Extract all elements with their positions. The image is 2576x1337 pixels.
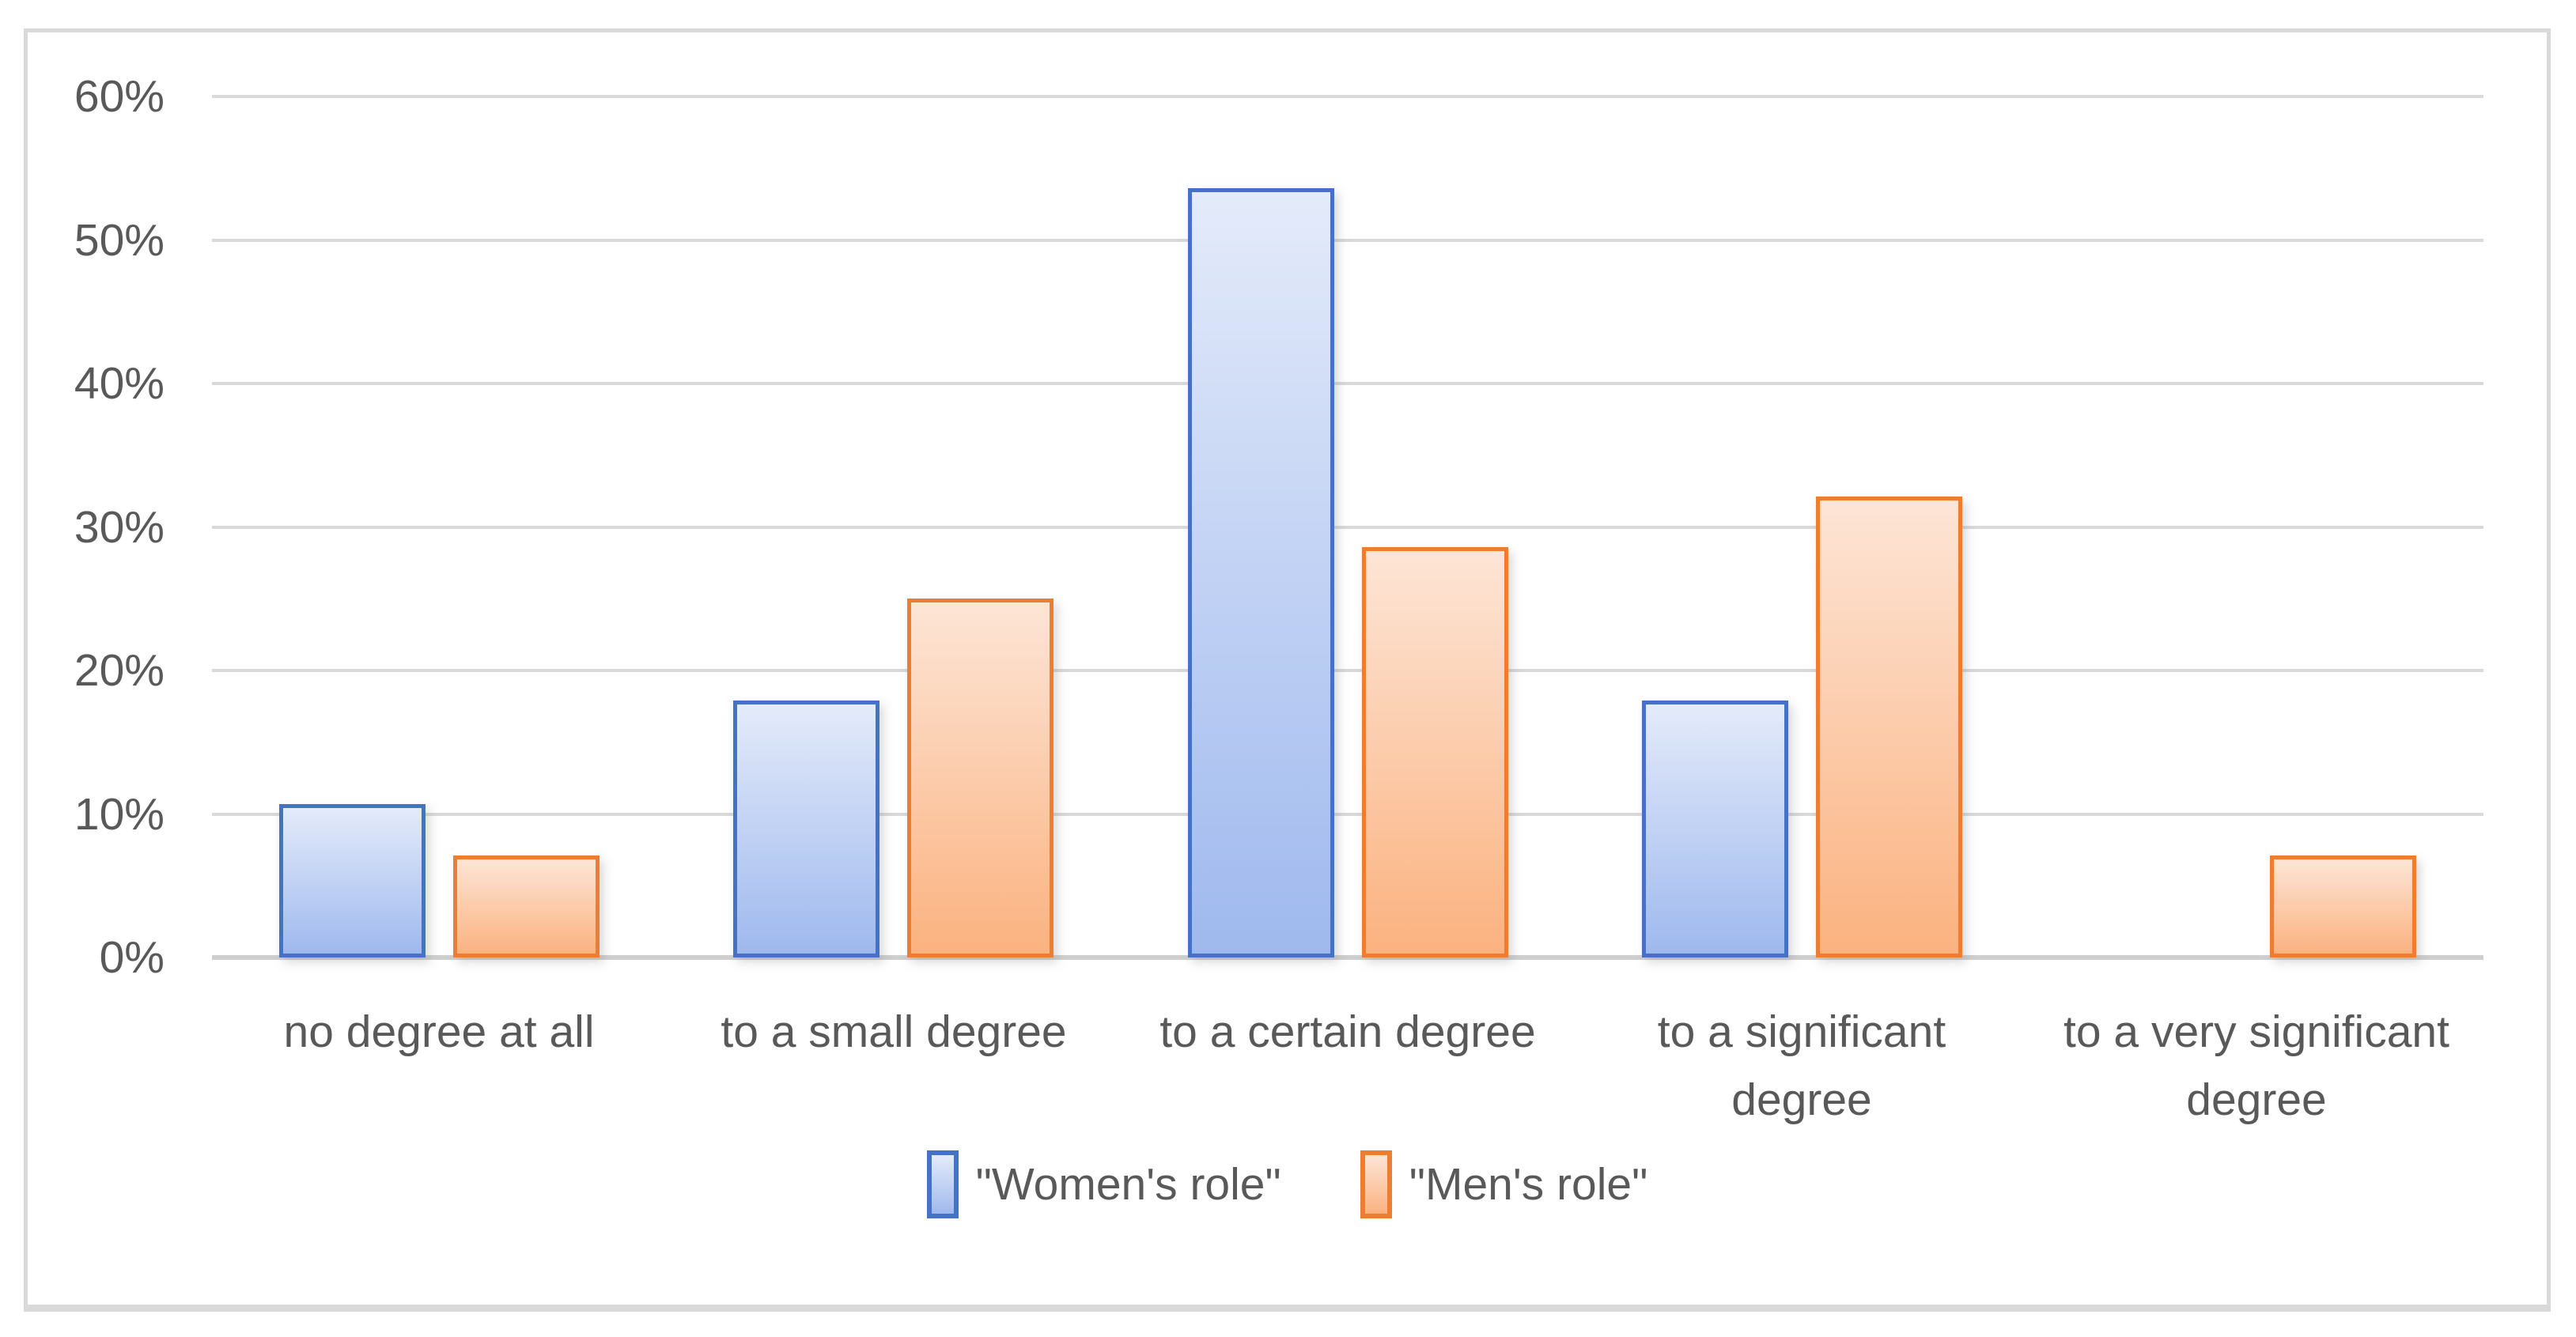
x-category-label-line: to a small degree [721, 1007, 1067, 1057]
bar-men-s-role-to-a-very-significant-degree [2270, 855, 2416, 957]
x-category-label-line: to a significant [1657, 1007, 1946, 1057]
y-tick-label-30: 30% [74, 501, 165, 553]
chart-bottom-border [24, 1305, 2551, 1312]
y-gridline-50 [212, 238, 2483, 242]
y-tick-label-10: 10% [74, 788, 165, 840]
x-category-label-line: to a very significant [2063, 1007, 2449, 1057]
legend-label: "Women's role" [975, 1159, 1281, 1210]
x-category-label-to-a-very-significant-degree: to a very significant degree [2019, 998, 2494, 1134]
bar-women-s-role-to-a-certain-degree [1188, 188, 1334, 957]
bar-men-s-role-to-a-certain-degree [1362, 547, 1508, 957]
y-tick-label-0: 0% [99, 932, 165, 983]
y-gridline-40 [212, 382, 2483, 385]
y-tick-label-20: 20% [74, 645, 165, 696]
bar-women-s-role-to-a-significant-degree [1642, 701, 1788, 957]
legend-marker-icon [926, 1150, 959, 1218]
x-category-label-line: to a certain degree [1159, 1007, 1536, 1057]
bar-men-s-role-no-degree-at-all [453, 855, 600, 957]
x-category-label-line: degree [2186, 1075, 2327, 1125]
y-gridline-30 [212, 525, 2483, 529]
x-category-label-to-a-significant-degree: to a significant degree [1564, 998, 2039, 1134]
chart-legend: "Women's role" "Men's role" [24, 1150, 2551, 1218]
x-axis-line [212, 955, 2483, 960]
bar-women-s-role-to-a-small-degree [733, 701, 879, 957]
y-tick-label-50: 50% [74, 214, 165, 266]
y-tick-label-60: 60% [74, 71, 165, 122]
x-category-label-to-a-small-degree: to a small degree [656, 998, 1131, 1066]
legend-label: "Men's role" [1409, 1159, 1648, 1210]
x-category-label-to-a-certain-degree: to a certain degree [1110, 998, 1585, 1066]
x-category-label-line: no degree at all [283, 1007, 595, 1057]
bar-men-s-role-to-a-significant-degree [1816, 497, 1962, 957]
legend-item-men-s-role: "Men's role" [1360, 1150, 1648, 1218]
x-category-label-no-degree-at-all: no degree at all [202, 998, 676, 1066]
legend-marker-icon [1360, 1150, 1392, 1218]
bar-women-s-role-no-degree-at-all [279, 804, 426, 957]
x-category-label-line: degree [1731, 1075, 1872, 1125]
y-gridline-20 [212, 669, 2483, 672]
y-gridline-60 [212, 95, 2483, 98]
bar-men-s-role-to-a-small-degree [907, 599, 1053, 957]
y-gridline-10 [212, 812, 2483, 816]
y-tick-label-40: 40% [74, 358, 165, 409]
legend-item-women-s-role: "Women's role" [926, 1150, 1281, 1218]
